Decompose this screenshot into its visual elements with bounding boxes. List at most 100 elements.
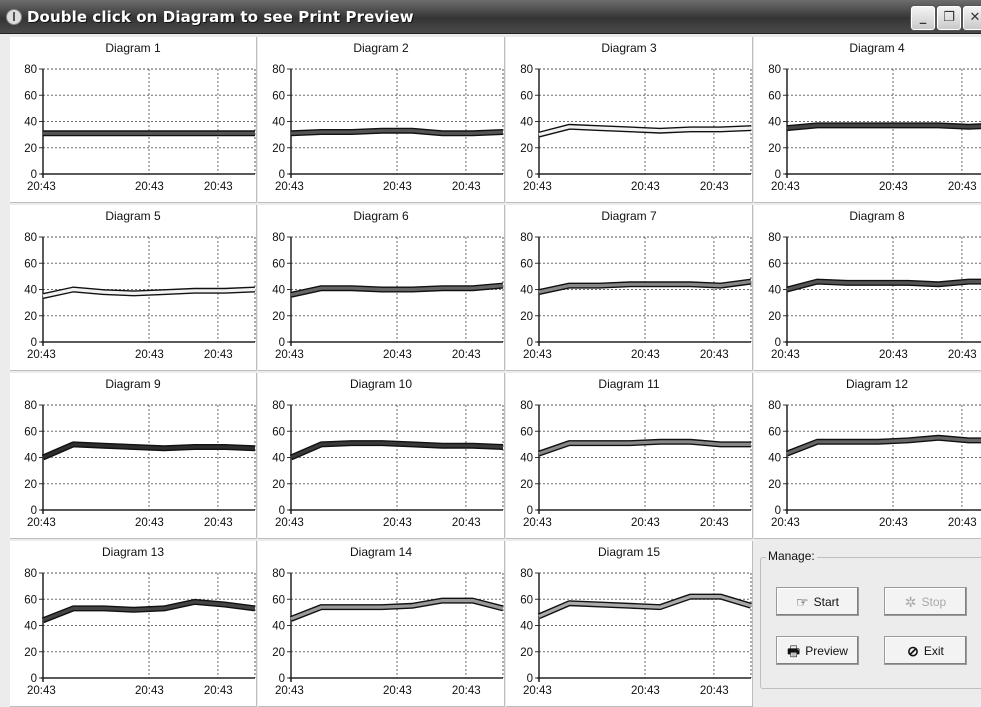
y-tick-label: 60 bbox=[520, 594, 533, 606]
diagram-title: Diagram 10 bbox=[349, 377, 413, 391]
diagram-9[interactable]: Diagram 9 0 20 40 60 80 20:43 20:43 20:43 bbox=[10, 373, 257, 539]
y-tick-label: 60 bbox=[272, 258, 285, 270]
diagram-title: Diagram 4 bbox=[849, 41, 905, 55]
y-tick-label: 60 bbox=[24, 258, 37, 270]
diagram-title: Diagram 12 bbox=[845, 377, 909, 391]
close-icon[interactable]: ✕ bbox=[963, 6, 981, 30]
x-tick-label: 20:43 bbox=[452, 517, 481, 529]
diagram-plot: 0 20 40 60 80 20:43 20:43 20:43 bbox=[520, 232, 752, 361]
printer-icon: 🖶 bbox=[787, 642, 801, 659]
diagram-8[interactable]: Diagram 8 0 20 40 60 80 20:43 20:43 20:43 bbox=[754, 205, 981, 371]
diagram-15[interactable]: Diagram 15 0 20 40 60 80 20:43 20:43 20:43 bbox=[506, 541, 753, 707]
x-tick-label: 20:43 bbox=[879, 181, 908, 193]
window-title: Double click on Diagram to see Print Pre… bbox=[27, 8, 414, 26]
diagram-14[interactable]: Diagram 14 0 20 40 60 80 20:43 20:43 20:43 bbox=[258, 541, 505, 707]
series-line bbox=[290, 284, 504, 297]
y-tick-label: 80 bbox=[272, 64, 285, 76]
x-tick-label: 20:43 bbox=[771, 181, 800, 193]
diagram-7[interactable]: Diagram 7 0 20 40 60 80 20:43 20:43 20:43 bbox=[506, 205, 753, 371]
x-tick-label: 20:43 bbox=[879, 349, 908, 361]
minimize-icon[interactable]: _ bbox=[911, 6, 935, 30]
x-tick-label: 20:43 bbox=[27, 349, 56, 361]
y-tick-label: 80 bbox=[520, 64, 533, 76]
y-tick-label: 0 bbox=[527, 169, 533, 181]
y-tick-label: 80 bbox=[520, 568, 533, 580]
stop-button[interactable]: ✲ Stop bbox=[884, 587, 967, 616]
exit-button[interactable]: ⊘ Exit bbox=[884, 636, 967, 665]
y-tick-label: 20 bbox=[272, 479, 285, 491]
y-tick-label: 40 bbox=[272, 621, 285, 633]
y-tick-label: 80 bbox=[272, 568, 285, 580]
preview-button[interactable]: 🖶 Preview bbox=[776, 636, 859, 665]
y-tick-label: 60 bbox=[768, 258, 781, 270]
diagram-1[interactable]: Diagram 1 0 20 40 60 80 20:43 20:43 20:43 bbox=[10, 37, 257, 203]
y-tick-label: 80 bbox=[24, 568, 37, 580]
y-tick-label: 20 bbox=[24, 143, 37, 155]
x-tick-label: 20:43 bbox=[383, 685, 412, 697]
y-tick-label: 0 bbox=[279, 505, 285, 517]
y-tick-label: 20 bbox=[24, 311, 37, 323]
y-tick-label: 60 bbox=[768, 90, 781, 102]
y-tick-label: 80 bbox=[24, 64, 37, 76]
diagram-3[interactable]: Diagram 3 0 20 40 60 80 20:43 20:43 20:43 bbox=[506, 37, 753, 203]
y-tick-label: 20 bbox=[272, 143, 285, 155]
y-tick-label: 40 bbox=[272, 285, 285, 297]
y-tick-label: 40 bbox=[520, 453, 533, 465]
x-tick-label: 20:43 bbox=[452, 685, 481, 697]
x-tick-label: 20:43 bbox=[135, 349, 164, 361]
diagram-10[interactable]: Diagram 10 0 20 40 60 80 20:43 20:43 20:43 bbox=[258, 373, 505, 539]
title-bar[interactable]: Double click on Diagram to see Print Pre… bbox=[0, 0, 981, 34]
y-tick-label: 80 bbox=[768, 232, 781, 244]
y-tick-label: 80 bbox=[768, 64, 781, 76]
diagram-title: Diagram 2 bbox=[353, 41, 409, 55]
diagram-2[interactable]: Diagram 2 0 20 40 60 80 20:43 20:43 20:43 bbox=[258, 37, 505, 203]
diagram-plot: 0 20 40 60 80 20:43 20:43 20:43 bbox=[272, 64, 504, 193]
diagram-title: Diagram 6 bbox=[353, 209, 409, 223]
start-label: Start bbox=[813, 594, 839, 609]
diagram-plot: 0 20 40 60 80 20:43 20:43 20:43 bbox=[520, 568, 752, 697]
diagram-6[interactable]: Diagram 6 0 20 40 60 80 20:43 20:43 20:43 bbox=[258, 205, 505, 371]
diagram-11[interactable]: Diagram 11 0 20 40 60 80 20:43 20:43 20:43 bbox=[506, 373, 753, 539]
x-tick-label: 20:43 bbox=[631, 685, 660, 697]
y-tick-label: 0 bbox=[775, 337, 781, 349]
x-tick-label: 20:43 bbox=[204, 685, 233, 697]
y-tick-label: 20 bbox=[272, 311, 285, 323]
diagram-13[interactable]: Diagram 13 0 20 40 60 80 20:43 20:43 20:43 bbox=[10, 541, 257, 707]
y-tick-label: 20 bbox=[520, 311, 533, 323]
x-tick-label: 20:43 bbox=[879, 517, 908, 529]
x-tick-label: 20:43 bbox=[631, 517, 660, 529]
y-tick-label: 0 bbox=[279, 673, 285, 685]
diagram-4[interactable]: Diagram 4 0 20 40 60 80 20:43 20:43 20:43 bbox=[754, 37, 981, 203]
x-tick-label: 20:43 bbox=[204, 349, 233, 361]
y-tick-label: 40 bbox=[272, 117, 285, 129]
y-tick-label: 80 bbox=[272, 400, 285, 412]
diagram-title: Diagram 11 bbox=[598, 377, 660, 391]
y-tick-label: 60 bbox=[24, 594, 37, 606]
diagram-plot: 0 20 40 60 80 20:43 20:43 20:43 bbox=[272, 400, 504, 529]
x-tick-label: 20:43 bbox=[948, 349, 977, 361]
diagram-title: Diagram 13 bbox=[101, 545, 165, 559]
y-tick-label: 20 bbox=[768, 311, 781, 323]
diagram-12[interactable]: Diagram 12 0 20 40 60 80 20:43 20:43 20:43 bbox=[754, 373, 981, 539]
y-tick-label: 60 bbox=[272, 90, 285, 102]
diagram-5[interactable]: Diagram 5 0 20 40 60 80 20:43 20:43 20:43 bbox=[10, 205, 257, 371]
series-line bbox=[538, 440, 751, 456]
y-tick-label: 40 bbox=[24, 453, 37, 465]
y-tick-label: 80 bbox=[24, 400, 37, 412]
y-tick-label: 0 bbox=[31, 169, 37, 181]
start-button[interactable]: ☞ Start bbox=[776, 587, 859, 616]
series-line bbox=[538, 594, 752, 618]
pointing-hand-icon: ☞ bbox=[796, 593, 809, 610]
y-tick-label: 60 bbox=[520, 258, 533, 270]
y-tick-label: 0 bbox=[279, 169, 285, 181]
y-tick-label: 60 bbox=[272, 594, 285, 606]
diagram-plot: 0 20 40 60 80 20:43 20:43 20:43 bbox=[520, 64, 752, 193]
x-tick-label: 20:43 bbox=[383, 349, 412, 361]
y-tick-label: 20 bbox=[768, 479, 781, 491]
y-tick-label: 40 bbox=[768, 453, 781, 465]
restore-icon[interactable]: ❐ bbox=[937, 6, 961, 30]
x-tick-label: 20:43 bbox=[523, 349, 552, 361]
y-tick-label: 20 bbox=[520, 479, 533, 491]
y-tick-label: 40 bbox=[24, 285, 37, 297]
x-tick-label: 20:43 bbox=[771, 517, 800, 529]
